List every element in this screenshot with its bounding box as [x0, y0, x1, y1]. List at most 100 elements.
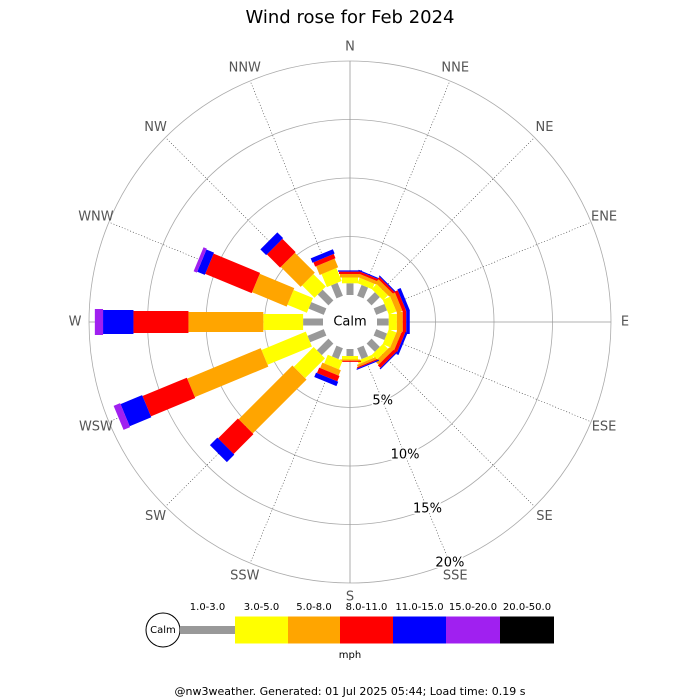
legend-label: 11.0-15.0 [395, 602, 443, 613]
legend-label: 15.0-20.0 [449, 602, 497, 613]
calm-circle [324, 296, 376, 348]
legend-swatch [393, 616, 446, 644]
bar-segment [320, 362, 341, 376]
bar-segment [396, 331, 408, 356]
bar-segment [371, 343, 388, 360]
r-tick-label: 15% [413, 502, 442, 517]
legend-unit: mph [339, 650, 361, 661]
bar-segment [287, 289, 313, 313]
direction-label: NW [144, 120, 167, 135]
bar-segment [197, 249, 214, 275]
bar-segment [357, 354, 374, 365]
legend-label: 1.0-3.0 [190, 602, 225, 613]
bar-segment [120, 395, 152, 427]
legend-swatch [235, 616, 288, 644]
bar-segment [316, 258, 339, 275]
bar-segment [187, 348, 269, 398]
bar-segment [316, 338, 334, 356]
bar-segment [331, 345, 343, 360]
spoke [249, 346, 340, 564]
bar-segment [308, 302, 327, 315]
direction-label: SW [145, 509, 166, 524]
bar-segment [293, 347, 325, 379]
bar-segment [373, 303, 388, 315]
bar-segment [356, 357, 377, 367]
legend-swatch [446, 616, 500, 644]
direction-label: SSW [230, 569, 260, 584]
spoke [368, 137, 535, 304]
legend: Calm mph 1.0-3.0 3.0-5.0 5.0-8.0 8.0-11.0 11… [145, 602, 554, 661]
bar-segment [310, 249, 335, 263]
direction-label: E [621, 315, 629, 330]
bar-segment [238, 365, 307, 434]
bar-segment [394, 290, 407, 312]
bar-segment [280, 252, 315, 287]
legend-label: 3.0-5.0 [244, 602, 279, 613]
direction-label: NNE [441, 60, 469, 75]
bar-segment [375, 347, 393, 365]
bar-segment [377, 276, 396, 295]
footer: @nw3weather. Generated: 01 Jul 2025 05:4… [175, 685, 526, 698]
bar-segment [302, 274, 326, 298]
legend-calm-label: Calm [150, 625, 176, 636]
bar-segment [377, 349, 396, 368]
bar-segment [357, 345, 369, 360]
calm-label: Calm [333, 315, 366, 330]
bar-segment [366, 338, 380, 352]
bar-segment [379, 351, 398, 370]
spoke [360, 80, 451, 298]
direction-label: NE [535, 120, 553, 135]
bar-segment [373, 329, 388, 341]
legend-label: 5.0-8.0 [296, 602, 331, 613]
r-tick-label: 5% [372, 393, 393, 408]
bar-segment [371, 284, 388, 301]
bar-segment [313, 253, 336, 267]
bar-segment [382, 296, 397, 315]
bar-segment [142, 377, 196, 417]
direction-label: S [346, 590, 354, 605]
direction-label: WNW [78, 209, 114, 224]
bar-segment [316, 367, 340, 382]
legend-swatch [500, 616, 554, 644]
spoke [374, 221, 592, 312]
spoke [368, 340, 535, 507]
legend-swatch [180, 626, 235, 634]
r-tick-label: 20% [435, 556, 464, 571]
direction-label: SE [536, 509, 552, 524]
bar-segment [357, 273, 378, 285]
bars [94, 232, 410, 463]
spoke [374, 332, 592, 423]
spoke [360, 346, 451, 564]
direction-label: ESE [592, 420, 617, 435]
legend-label: 8.0-11.0 [346, 602, 388, 613]
legend-label: 20.0-50.0 [503, 602, 551, 613]
bar-segment [205, 253, 261, 294]
bar-segment [389, 292, 403, 314]
bar-segment [260, 232, 284, 256]
bar-segment [266, 238, 296, 268]
labels: 5% 10% 15% 20% N NNE NE ENE E ESE SE SSE S SSW SW WSW W W… [69, 40, 630, 605]
bar-segment [314, 372, 339, 387]
direction-label: SSE [443, 569, 468, 584]
bar-segment [317, 289, 334, 306]
bar-segment [252, 273, 295, 307]
bar-segment [357, 284, 369, 299]
bar-segment [375, 279, 393, 297]
bar-segment [378, 275, 397, 294]
legend-swatch [288, 616, 340, 644]
chart-title: Wind rose for Feb 2024 [245, 7, 454, 28]
bar-segment [358, 271, 380, 282]
bar-segment [218, 418, 254, 454]
direction-label: NNW [229, 60, 261, 75]
legend-swatch [340, 616, 393, 644]
bar-segment [113, 403, 131, 430]
bar-segment [382, 329, 397, 348]
bar-segment [261, 331, 312, 365]
bar-segment [193, 247, 207, 273]
bar-segment [397, 288, 410, 312]
bar-segment [366, 292, 380, 306]
r-tick-label: 10% [391, 448, 420, 463]
direction-label: W [69, 315, 82, 330]
bar-segment [357, 277, 375, 290]
